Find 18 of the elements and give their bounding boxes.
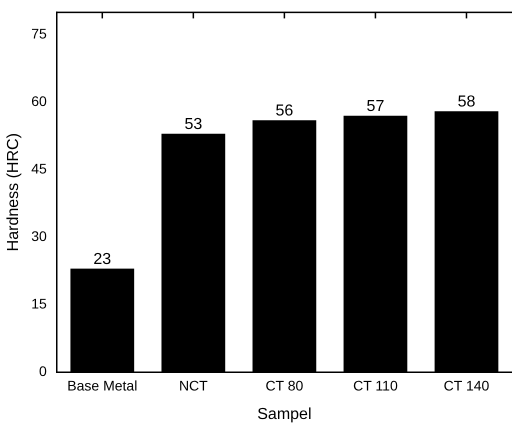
y-axis-title: Hardness (HRC) — [5, 133, 22, 252]
x-tick-label: CT 80 — [265, 377, 304, 394]
x-tick-label: NCT — [178, 377, 208, 394]
y-tick-label: 30 — [31, 228, 47, 244]
data-label: 23 — [93, 251, 112, 268]
y-tick-label: 60 — [31, 93, 47, 110]
y-tick-label: 15 — [31, 295, 47, 312]
x-axis-title: Sampel — [257, 406, 312, 423]
y-tick-label: 0 — [38, 362, 47, 379]
y-tick-label: 75 — [31, 26, 47, 42]
data-label: 53 — [184, 116, 202, 134]
x-tick-label: CT 110 — [353, 377, 398, 394]
x-tick-label: Base Metal — [67, 377, 138, 394]
y-tick-label: 45 — [31, 160, 47, 177]
data-label: 58 — [458, 94, 476, 111]
x-tick-label: CT 140 — [444, 377, 490, 394]
data-label: 56 — [275, 102, 294, 120]
data-label: 57 — [366, 98, 384, 116]
